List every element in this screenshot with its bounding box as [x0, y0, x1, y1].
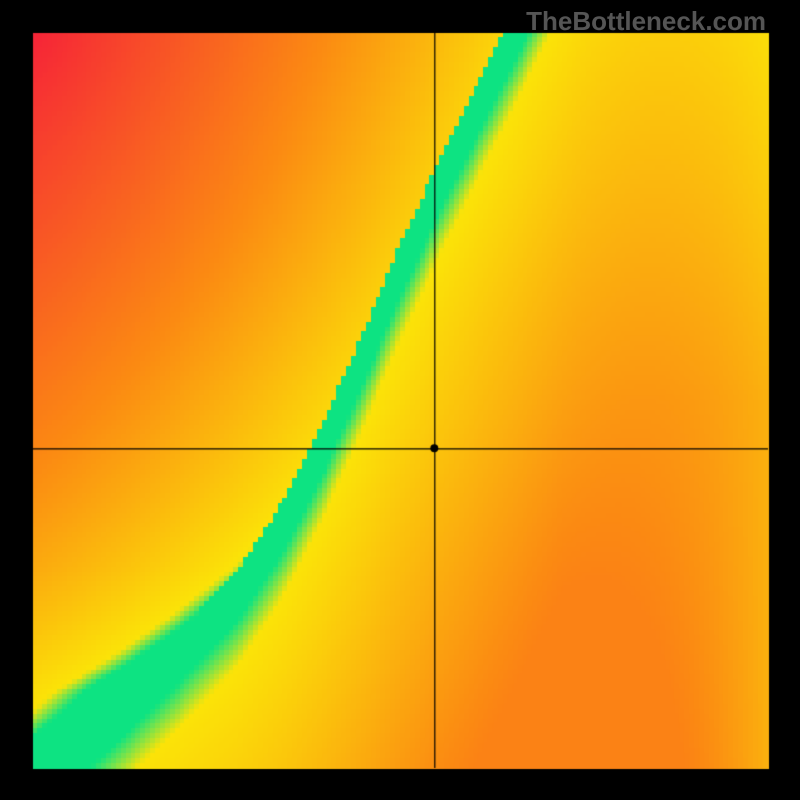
bottleneck-heatmap [0, 0, 800, 800]
chart-container: TheBottleneck.com [0, 0, 800, 800]
watermark-text: TheBottleneck.com [526, 6, 766, 37]
